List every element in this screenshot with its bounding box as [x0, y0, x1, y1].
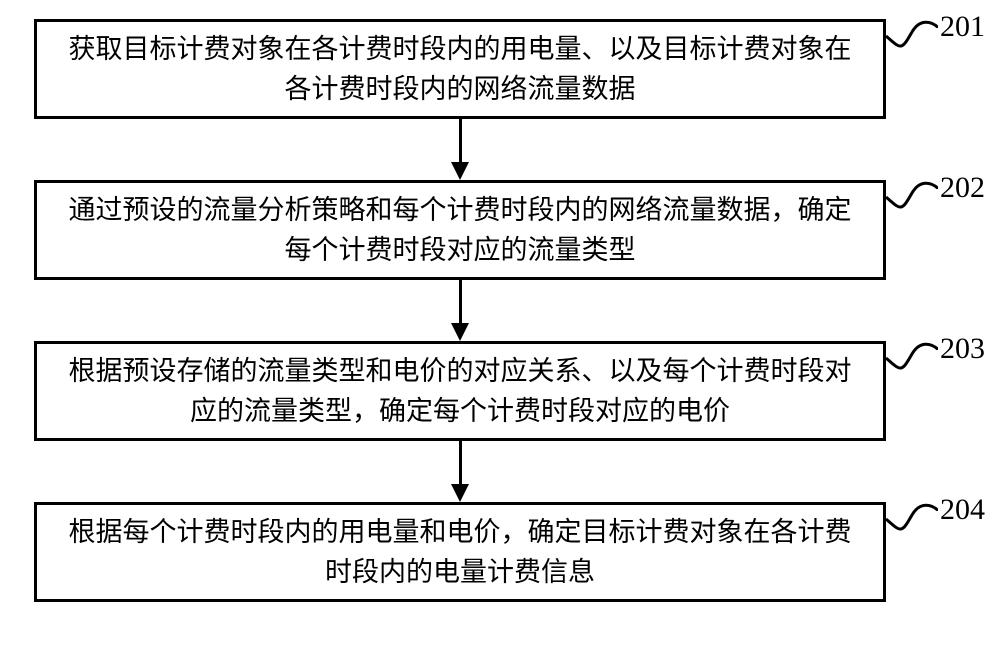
flow-arrow — [459, 441, 462, 484]
flowchart-step-204: 根据每个计费时段内的用电量和电价，确定目标计费对象在各计费时段内的电量计费信息 — [34, 502, 886, 602]
step-text: 通过预设的流量分析策略和每个计费时段内的网络流量数据，确定每个计费时段对应的流量… — [57, 190, 863, 271]
flowchart-step-202: 通过预设的流量分析策略和每个计费时段内的网络流量数据，确定每个计费时段对应的流量… — [34, 180, 886, 280]
label-connector — [886, 177, 938, 209]
label-connector — [886, 16, 938, 48]
flow-arrow — [459, 280, 462, 323]
step-text: 根据预设存储的流量类型和电价的对应关系、以及每个计费时段对应的流量类型，确定每个… — [57, 351, 863, 432]
flowchart-canvas: 获取目标计费对象在各计费时段内的用电量、以及目标计费对象在各计费时段内的网络流量… — [0, 0, 1000, 662]
flow-arrow-head — [451, 484, 469, 502]
step-label-201: 201 — [940, 10, 985, 44]
step-text: 获取目标计费对象在各计费时段内的用电量、以及目标计费对象在各计费时段内的网络流量… — [57, 29, 863, 110]
flow-arrow — [459, 119, 462, 162]
step-label-202: 202 — [940, 171, 985, 205]
flowchart-step-203: 根据预设存储的流量类型和电价的对应关系、以及每个计费时段对应的流量类型，确定每个… — [34, 341, 886, 441]
label-connector — [886, 499, 938, 531]
flowchart-step-201: 获取目标计费对象在各计费时段内的用电量、以及目标计费对象在各计费时段内的网络流量… — [34, 19, 886, 119]
step-text: 根据每个计费时段内的用电量和电价，确定目标计费对象在各计费时段内的电量计费信息 — [57, 512, 863, 593]
step-label-204: 204 — [940, 493, 985, 527]
label-connector — [886, 338, 938, 370]
step-label-203: 203 — [940, 332, 985, 366]
flow-arrow-head — [451, 162, 469, 180]
flow-arrow-head — [451, 323, 469, 341]
